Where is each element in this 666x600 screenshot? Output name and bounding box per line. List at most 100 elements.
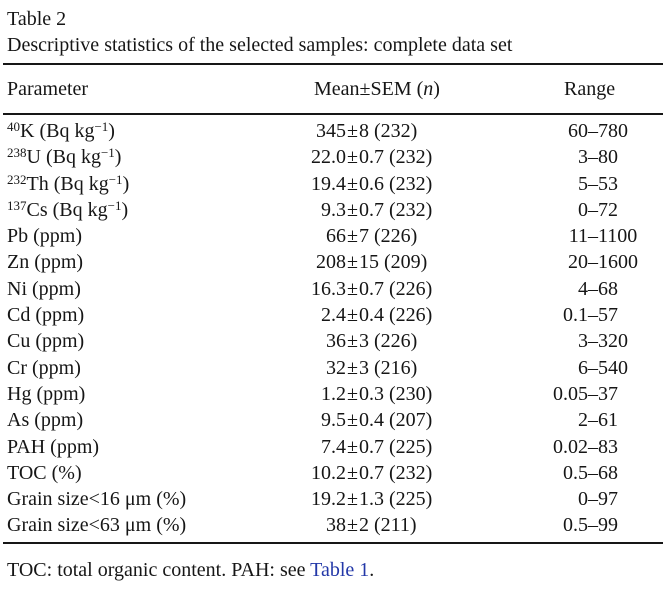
range-max: 83 <box>598 435 618 458</box>
parameter-cell: Cd (ppm) <box>7 304 85 327</box>
mean-value: 66 <box>326 225 346 248</box>
range-min: 3 <box>578 330 588 353</box>
range-min: 6 <box>578 356 588 379</box>
parameter-cell: Cr (ppm) <box>7 356 81 379</box>
sem-and-count: 7 (226) <box>358 225 418 248</box>
parameter-cell: Grain size<63 μm (%) <box>7 514 187 537</box>
range-max: 37 <box>598 382 618 405</box>
range-min: 4 <box>578 277 588 300</box>
parameter-cell: PAH (ppm) <box>7 435 100 458</box>
plus-minus-sign: ± <box>347 146 358 169</box>
plus-minus-sign: ± <box>347 409 358 432</box>
sem-and-count: 0.7 (226) <box>358 277 433 300</box>
range-min: 3 <box>578 146 588 169</box>
table-1-link[interactable]: Table 1 <box>310 558 370 581</box>
plus-minus-sign: ± <box>347 277 358 300</box>
sem-and-count: 0.4 (226) <box>358 304 433 327</box>
sem-and-count: 2 (211) <box>358 514 417 537</box>
parameter-cell: Ni (ppm) <box>7 277 81 300</box>
table-row: 232Th (Bq kg−1) 19.4±0.6 (232) 5–53 <box>3 171 663 197</box>
range-cell: 60–780 <box>548 114 663 144</box>
range-min: 0.02 <box>553 435 588 458</box>
parameter-cell: TOC (%) <box>7 461 82 484</box>
mean-value: 9.5 <box>321 409 346 432</box>
range-min: 5 <box>578 172 588 195</box>
mean-value: 2.4 <box>321 304 346 327</box>
table-row: Ni (ppm) 16.3±0.7 (226) 4–68 <box>3 276 663 302</box>
table-row: Hg (ppm) 1.2±0.3 (230) 0.05–37 <box>3 381 663 407</box>
sem-and-count: 8 (232) <box>358 120 418 142</box>
range-min: 60 <box>568 120 588 142</box>
plus-minus-sign: ± <box>347 435 358 458</box>
sem-and-count: 0.7 (232) <box>358 461 433 484</box>
table-row: Cu (ppm) 36±3 (226) 3–320 <box>3 328 663 354</box>
range-max: 68 <box>598 277 618 300</box>
mean-cell: 208±15 (209) <box>308 249 548 275</box>
column-header-parameter: Parameter <box>3 64 308 115</box>
range-max: 1100 <box>598 225 638 248</box>
range-cell: 0.5–68 <box>548 460 663 486</box>
mean-cell: 19.4±0.6 (232) <box>308 171 548 197</box>
sem-and-count: 0.7 (232) <box>358 146 433 169</box>
parameter-cell: Cu (ppm) <box>7 330 85 353</box>
mean-cell: 2.4±0.4 (226) <box>308 302 548 328</box>
footnote-text: TOC: total organic content. PAH: see <box>7 558 311 581</box>
mean-cell: 345±8 (232) <box>308 114 548 144</box>
parameter-cell: 137Cs (Bq kg−1) <box>7 198 129 221</box>
range-cell: 0.05–37 <box>548 381 663 407</box>
range-cell: 20–1600 <box>548 249 663 275</box>
range-cell: 0–72 <box>548 197 663 223</box>
footnote-period: . <box>369 558 375 581</box>
mean-cell: 66±7 (226) <box>308 223 548 249</box>
plus-minus-sign: ± <box>347 356 358 379</box>
sem-and-count: 0.4 (207) <box>358 409 433 432</box>
range-cell: 0.02–83 <box>548 434 663 460</box>
plus-minus-sign: ± <box>347 304 358 327</box>
range-min: 11 <box>568 225 588 248</box>
mean-value: 16.3 <box>311 277 346 300</box>
sem-and-count: 0.6 (232) <box>358 172 433 195</box>
mean-cell: 19.2±1.3 (225) <box>308 486 548 512</box>
table-row: Grain size<63 μm (%) 38±2 (211) 0.5–99 <box>3 512 663 542</box>
paper-page: Table 2 Descriptive statistics of the se… <box>3 8 663 581</box>
range-cell: 5–53 <box>548 171 663 197</box>
range-max: 97 <box>598 488 618 511</box>
sem-and-count: 1.3 (225) <box>358 488 433 511</box>
mean-cell: 38±2 (211) <box>308 512 548 542</box>
table-caption: Descriptive statistics of the selected s… <box>7 34 513 56</box>
range-max: 99 <box>598 514 618 537</box>
parameter-cell: Hg (ppm) <box>7 382 86 405</box>
sem-and-count: 3 (226) <box>358 330 418 353</box>
range-max: 780 <box>598 120 628 142</box>
plus-minus-sign: ± <box>347 120 358 142</box>
mean-cell: 7.4±0.7 (225) <box>308 434 548 460</box>
table-row: As (ppm) 9.5±0.4 (207) 2–61 <box>3 407 663 433</box>
table-header-row: Parameter Mean±SEM (n) Range <box>3 64 663 115</box>
table-body: 40K (Bq kg−1) 345±8 (232) 60–780 238U (Bq k… <box>3 114 663 543</box>
mean-value: 36 <box>326 330 346 353</box>
column-header-mean: Mean±SEM (n) <box>308 64 548 115</box>
mean-value: 38 <box>326 514 346 537</box>
range-cell: 0.1–57 <box>548 302 663 328</box>
table-row: Grain size<16 μm (%) 19.2±1.3 (225) 0–97 <box>3 486 663 512</box>
range-max: 53 <box>598 172 618 195</box>
column-header-range: Range <box>548 64 663 115</box>
mean-value: 1.2 <box>321 382 346 405</box>
parameter-cell: 40K (Bq kg−1) <box>7 119 115 142</box>
range-cell: 6–540 <box>548 355 663 381</box>
plus-minus-sign: ± <box>347 382 358 405</box>
range-min: 20 <box>568 251 588 274</box>
table-row: Zn (ppm) 208±15 (209) 20–1600 <box>3 249 663 275</box>
range-min: 0.5 <box>563 461 588 484</box>
mean-cell: 22.0±0.7 (232) <box>308 144 548 170</box>
table-row: TOC (%) 10.2±0.7 (232) 0.5–68 <box>3 460 663 486</box>
range-min: 0.05 <box>553 382 588 405</box>
table-row: 137Cs (Bq kg−1) 9.3±0.7 (232) 0–72 <box>3 197 663 223</box>
plus-minus-sign: ± <box>347 330 358 353</box>
range-cell: 3–320 <box>548 328 663 354</box>
range-cell: 11–1100 <box>548 223 663 249</box>
plus-minus-sign: ± <box>347 225 358 248</box>
sem-and-count: 15 (209) <box>358 251 428 274</box>
range-max: 320 <box>598 330 628 353</box>
table-row: Cr (ppm) 32±3 (216) 6–540 <box>3 355 663 381</box>
